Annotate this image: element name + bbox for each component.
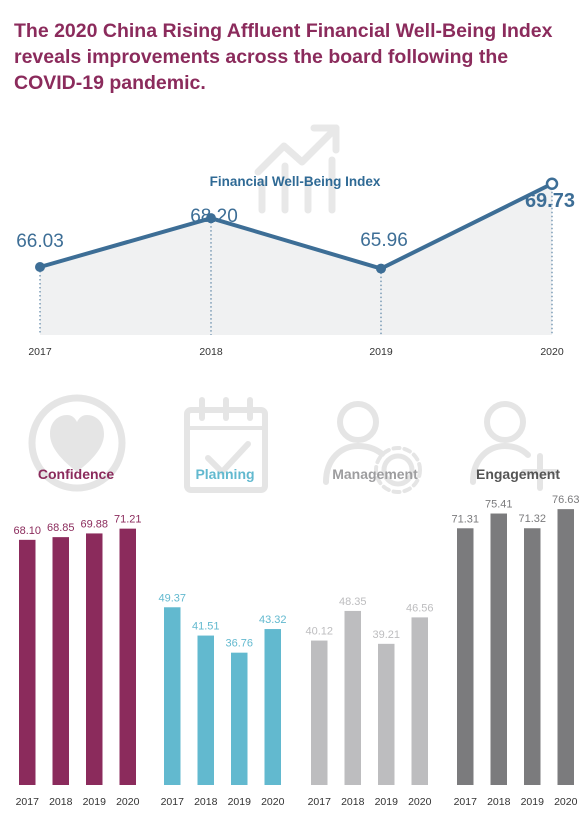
confidence-x-tick-2019: 2019 [83,796,107,808]
engagement-bar-2020 [557,509,574,785]
engagement-x-tick-2018: 2018 [487,796,511,808]
planning-x-tick-2017: 2017 [161,796,185,808]
management-bar-2017 [311,640,328,785]
engagement-x-tick-2017: 2017 [454,796,478,808]
management-data-label-2019: 39.21 [372,629,400,641]
page-headline: The 2020 China Rising Affluent Financial… [14,18,574,96]
line-data-label-2017: 66.03 [16,231,64,252]
growth-chart-icon [254,124,340,214]
line-area [40,183,552,335]
engagement-data-label-2019: 71.32 [518,513,546,525]
line-x-tick-2017: 2017 [28,346,52,358]
engagement-x-tick-2019: 2019 [521,796,545,808]
engagement-data-label-2020: 76.63 [552,494,580,506]
financial-well-being-line-chart: Financial Well-Being Index 66.03 68.20 65.… [16,174,575,358]
confidence-x-tick-2017: 2017 [16,796,40,808]
confidence-x-tick-2018: 2018 [49,796,73,808]
confidence-data-label-2019: 69.88 [80,518,108,530]
planning-x-tick-2018: 2018 [194,796,218,808]
confidence-bar-2019 [86,533,103,785]
person-gear-icon [323,401,422,494]
engagement-bar-2019 [524,528,541,785]
planning-bar-2019 [231,652,248,785]
line-x-tick-2019: 2019 [369,346,393,358]
headline-line-1: The 2020 China Rising Affluent Financial… [14,20,553,42]
planning-x-tick-2019: 2019 [228,796,252,808]
line-chart-title: Financial Well-Being Index [210,174,381,189]
headline-line-3: COVID-19 pandemic. [14,72,206,94]
management-title: Management [332,466,418,482]
management-x-tick-2019: 2019 [375,796,399,808]
line-data-label-2019: 65.96 [360,230,408,251]
management-data-label-2017: 40.12 [305,626,333,638]
planning-bar-2018 [197,635,214,785]
confidence-bar-2018 [52,537,69,785]
line-series [39,181,553,271]
line-x-tick-2020: 2020 [540,346,564,358]
management-bar-2018 [344,610,361,785]
engagement-bar-chart: Engagement 71.31 2017 75.41 2018 71.32 2019 76.… [451,466,579,808]
engagement-data-label-2017: 71.31 [451,513,479,525]
management-x-tick-2017: 2017 [308,796,332,808]
confidence-title: Confidence [38,466,114,482]
category-bar-charts: Confidence 68.10 2017 68.85 2018 69.88 2019 71.… [13,466,579,808]
management-bar-2019 [378,643,395,785]
confidence-bar-2020 [119,528,136,785]
confidence-bar-chart: Confidence 68.10 2017 68.85 2018 69.88 2019 71.… [13,466,141,808]
line-point-2020 [545,177,559,190]
management-x-tick-2018: 2018 [341,796,365,808]
planning-bar-2020 [264,629,281,785]
planning-x-tick-2020: 2020 [261,796,285,808]
person-plus-icon [470,401,559,491]
engagement-x-tick-2020: 2020 [554,796,578,808]
management-bar-chart: Management 40.12 2017 48.35 2018 39.21 2019 46.… [305,466,433,808]
line-point-2017 [35,262,45,272]
confidence-x-tick-2020: 2020 [116,796,140,808]
line-data-label-2018: 68.20 [190,206,238,227]
line-point-2019 [376,263,386,274]
management-data-label-2018: 48.35 [339,596,367,608]
engagement-title: Engagement [476,466,560,482]
confidence-data-label-2017: 68.10 [13,525,41,537]
line-x-tick-2018: 2018 [199,346,223,358]
confidence-data-label-2018: 68.85 [47,522,75,534]
line-point-2018 [206,213,216,224]
engagement-bar-2017 [457,528,474,785]
engagement-data-label-2018: 75.41 [485,499,513,511]
planning-title: Planning [195,466,254,482]
confidence-data-label-2020: 71.21 [114,514,142,526]
planning-data-label-2017: 49.37 [158,592,186,604]
confidence-bar-2017 [19,539,36,785]
management-bar-2020 [411,617,428,785]
planning-data-label-2019: 36.76 [225,638,253,650]
management-data-label-2020: 46.56 [406,602,434,614]
headline-line-2: reveals improvements across the board fo… [14,46,509,68]
planning-bar-chart: Planning 49.37 2017 41.51 2018 36.76 2019 43.32… [158,466,286,808]
engagement-bar-2018 [490,513,507,785]
heart-icon [28,394,126,492]
calendar-check-icon [184,397,268,493]
management-x-tick-2020: 2020 [408,796,432,808]
planning-data-label-2020: 43.32 [259,614,287,626]
line-data-label-2020: 69.73 [525,190,575,212]
planning-bar-2017 [164,607,181,785]
planning-data-label-2018: 41.51 [192,621,220,633]
